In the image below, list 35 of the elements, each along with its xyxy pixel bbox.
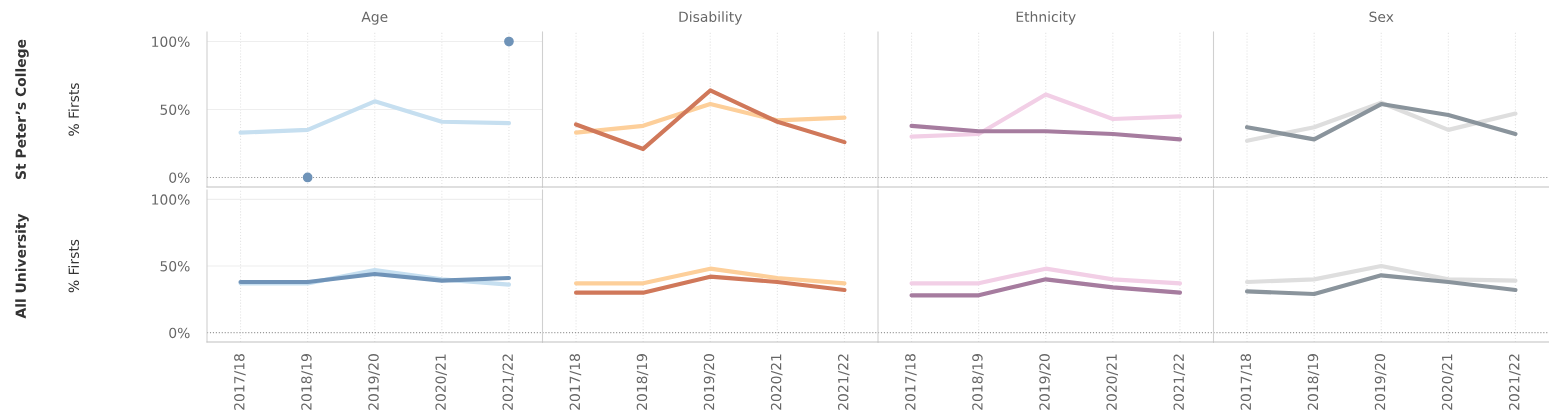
x-tick-label: 2018/19 — [301, 354, 313, 410]
x-tick-label: 2018/19 — [1307, 354, 1320, 410]
x-tick-label: 2017/18 — [569, 354, 582, 410]
y-tick-label: 0% — [169, 172, 190, 183]
x-tick-label: 2021/22 — [502, 354, 515, 410]
line-series — [238, 99, 512, 135]
y-axis-title: % Firsts — [68, 239, 80, 293]
x-tick-label: 2019/20 — [703, 354, 716, 410]
x-tick-label: 2021/22 — [1173, 354, 1186, 410]
x-tick-label: 2019/20 — [1039, 354, 1051, 410]
y-tick-label: 100% — [152, 36, 190, 47]
x-tick-label: 2020/21 — [770, 354, 783, 410]
chart-title: Disability — [679, 11, 743, 25]
text: All University — [15, 213, 29, 319]
x-tick-label: 2018/19 — [972, 354, 984, 410]
x-tick-label: 2017/18 — [1240, 354, 1253, 410]
x-tick-label: 2020/21 — [1441, 354, 1454, 410]
x-tick-label: 2021/22 — [1508, 354, 1521, 410]
y-tick-label: 100% — [152, 194, 190, 205]
x-tick-label: 2020/21 — [435, 354, 447, 410]
chart-title: Sex — [1369, 11, 1394, 23]
y-tick-label: 50% — [160, 104, 190, 115]
y-axis-title: % Firsts — [68, 83, 80, 136]
x-tick-label: 2018/19 — [636, 354, 649, 410]
x-tick-label: 2019/20 — [368, 354, 380, 410]
text: St Peter’s College — [15, 39, 29, 179]
y-tick-label: 50% — [160, 260, 190, 272]
x-tick-label: 2021/22 — [837, 354, 850, 410]
chart-title: Ethnicity — [1016, 11, 1076, 25]
x-tick-label: 2017/18 — [234, 354, 246, 410]
x-tick-label: 2019/20 — [1374, 354, 1387, 410]
x-tick-label: 2017/18 — [905, 354, 917, 410]
y-tick-label: 0% — [169, 327, 190, 339]
chart-title: Age — [361, 11, 388, 25]
x-tick-label: 2020/21 — [1106, 354, 1118, 410]
